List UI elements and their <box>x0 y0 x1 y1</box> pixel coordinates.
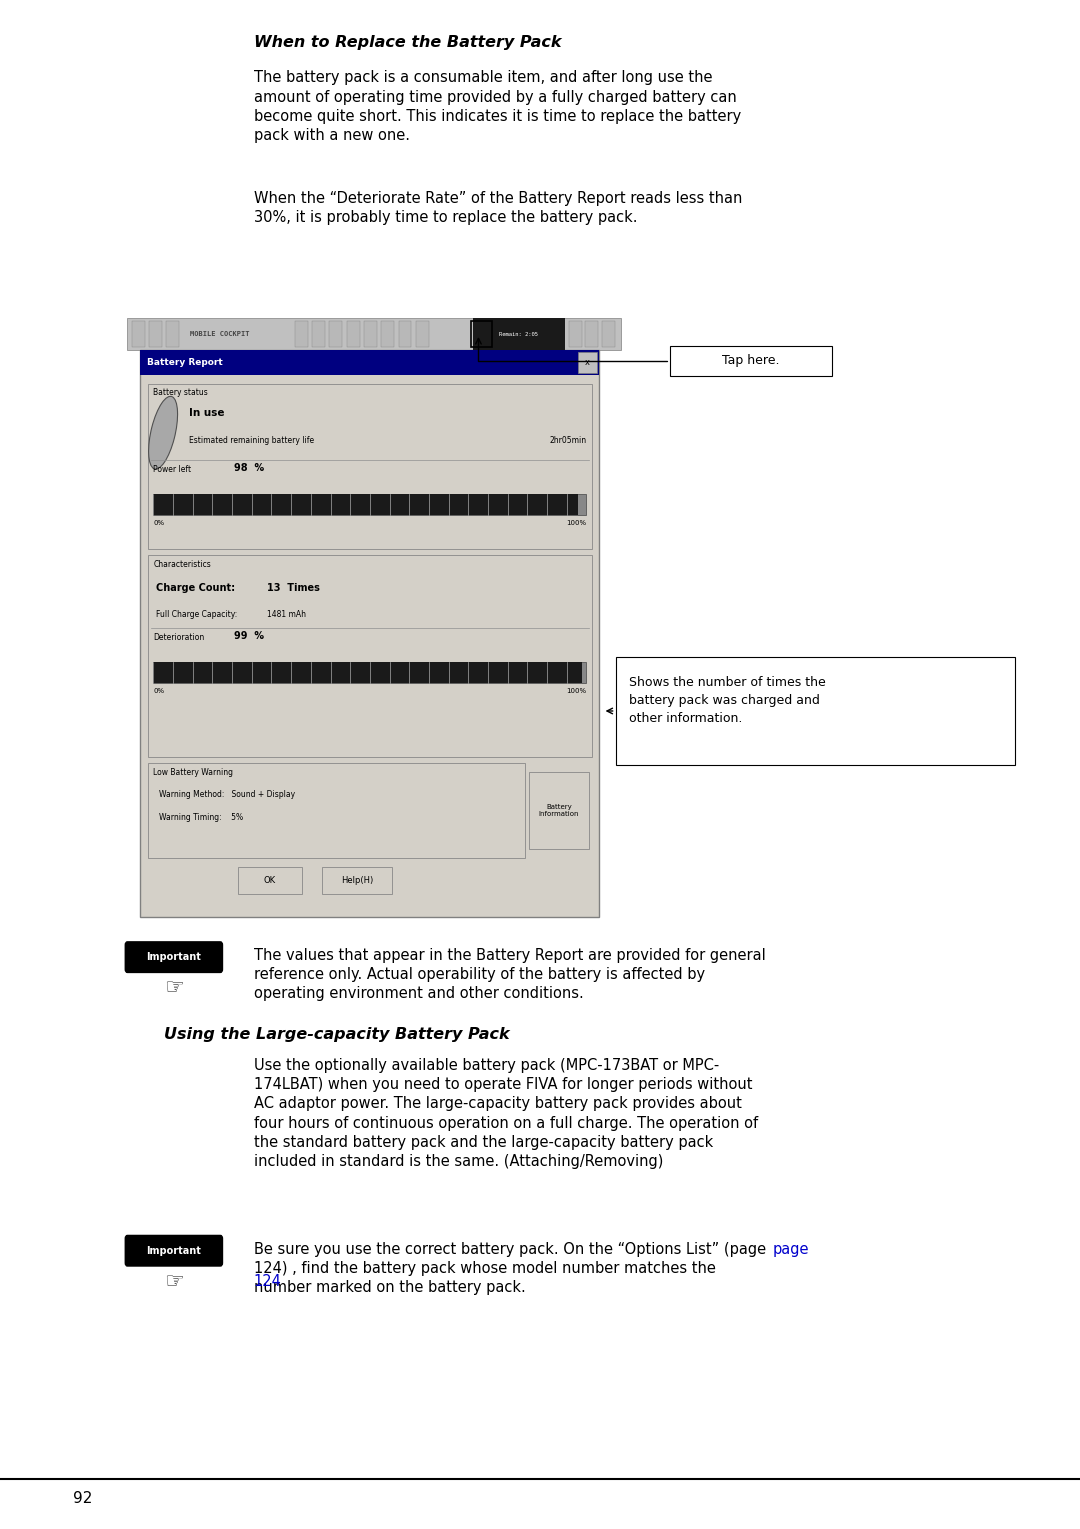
FancyBboxPatch shape <box>166 321 179 347</box>
Text: Low Battery Warning: Low Battery Warning <box>153 768 233 777</box>
Text: Be sure you use the correct battery pack. On the “Options List” (page
124) , fin: Be sure you use the correct battery pack… <box>254 1242 766 1295</box>
Text: Power left: Power left <box>153 465 191 474</box>
FancyBboxPatch shape <box>585 321 598 347</box>
Text: Help(H): Help(H) <box>341 876 373 885</box>
Text: ☞: ☞ <box>164 979 184 998</box>
Text: When to Replace the Battery Pack: When to Replace the Battery Pack <box>254 35 562 50</box>
Text: 124: 124 <box>254 1274 282 1289</box>
FancyBboxPatch shape <box>140 350 599 375</box>
Text: Estimated remaining battery life: Estimated remaining battery life <box>189 436 314 445</box>
FancyBboxPatch shape <box>238 867 302 894</box>
FancyBboxPatch shape <box>153 662 582 683</box>
Text: 99  %: 99 % <box>234 631 265 642</box>
Text: Warning Method:   Sound + Display: Warning Method: Sound + Display <box>159 790 295 800</box>
FancyBboxPatch shape <box>153 662 586 683</box>
Text: Deterioration: Deterioration <box>153 633 204 642</box>
Text: The values that appear in the Battery Report are provided for general
reference : The values that appear in the Battery Re… <box>254 948 766 1001</box>
FancyBboxPatch shape <box>322 867 392 894</box>
Text: Characteristics: Characteristics <box>153 560 211 569</box>
FancyBboxPatch shape <box>529 772 589 849</box>
Text: ☞: ☞ <box>164 1272 184 1292</box>
Text: Tap here.: Tap here. <box>721 355 780 367</box>
FancyBboxPatch shape <box>578 352 597 373</box>
FancyBboxPatch shape <box>416 321 429 347</box>
Text: 1481 mAh: 1481 mAh <box>267 610 306 619</box>
Text: 98  %: 98 % <box>234 463 265 474</box>
Text: Remain: 2:05: Remain: 2:05 <box>499 332 539 336</box>
Text: page: page <box>772 1242 809 1257</box>
Text: 0%: 0% <box>153 520 164 526</box>
Text: Important: Important <box>147 953 201 962</box>
FancyBboxPatch shape <box>569 321 582 347</box>
FancyBboxPatch shape <box>148 763 525 858</box>
FancyBboxPatch shape <box>602 321 615 347</box>
Text: Important: Important <box>147 1246 201 1255</box>
FancyBboxPatch shape <box>153 494 578 515</box>
Text: 92: 92 <box>73 1491 93 1506</box>
FancyBboxPatch shape <box>381 321 394 347</box>
Text: x: x <box>585 358 590 367</box>
FancyBboxPatch shape <box>132 321 145 347</box>
FancyBboxPatch shape <box>153 494 586 515</box>
FancyBboxPatch shape <box>149 321 162 347</box>
FancyBboxPatch shape <box>125 942 222 972</box>
FancyBboxPatch shape <box>616 657 1015 764</box>
Text: 100%: 100% <box>566 520 586 526</box>
FancyBboxPatch shape <box>140 350 599 917</box>
Text: Use the optionally available battery pack (MPC-173BAT or MPC-
174LBAT) when you : Use the optionally available battery pac… <box>254 1058 758 1170</box>
FancyBboxPatch shape <box>148 384 592 549</box>
Text: In use: In use <box>189 408 225 419</box>
Text: Charge Count:: Charge Count: <box>156 583 234 593</box>
Text: 13  Times: 13 Times <box>267 583 320 593</box>
FancyBboxPatch shape <box>127 318 621 350</box>
FancyBboxPatch shape <box>148 555 592 757</box>
Text: MOBILE COCKPIT: MOBILE COCKPIT <box>190 332 249 336</box>
Text: Using the Large-capacity Battery Pack: Using the Large-capacity Battery Pack <box>164 1027 510 1043</box>
Ellipse shape <box>149 396 177 469</box>
Text: Warning Timing:    5%: Warning Timing: 5% <box>159 813 243 823</box>
FancyBboxPatch shape <box>329 321 342 347</box>
FancyBboxPatch shape <box>670 346 832 376</box>
FancyBboxPatch shape <box>399 321 411 347</box>
Text: Shows the number of times the
battery pack was charged and
other information.: Shows the number of times the battery pa… <box>629 676 825 725</box>
FancyBboxPatch shape <box>125 1235 222 1266</box>
Text: 2hr05min: 2hr05min <box>550 436 586 445</box>
FancyBboxPatch shape <box>473 318 565 350</box>
FancyBboxPatch shape <box>312 321 325 347</box>
FancyBboxPatch shape <box>295 321 308 347</box>
Text: Full Charge Capacity:: Full Charge Capacity: <box>156 610 237 619</box>
Text: 100%: 100% <box>566 688 586 694</box>
FancyBboxPatch shape <box>347 321 360 347</box>
Text: When the “Deteriorate Rate” of the Battery Report reads less than
30%, it is pro: When the “Deteriorate Rate” of the Batte… <box>254 191 742 225</box>
FancyBboxPatch shape <box>364 321 377 347</box>
Text: Battery Report: Battery Report <box>147 358 222 367</box>
Text: Battery
Information: Battery Information <box>539 804 579 816</box>
Text: The battery pack is a consumable item, and after long use the
amount of operatin: The battery pack is a consumable item, a… <box>254 70 741 142</box>
Text: OK: OK <box>264 876 276 885</box>
Text: Battery status: Battery status <box>153 388 208 398</box>
Text: 0%: 0% <box>153 688 164 694</box>
